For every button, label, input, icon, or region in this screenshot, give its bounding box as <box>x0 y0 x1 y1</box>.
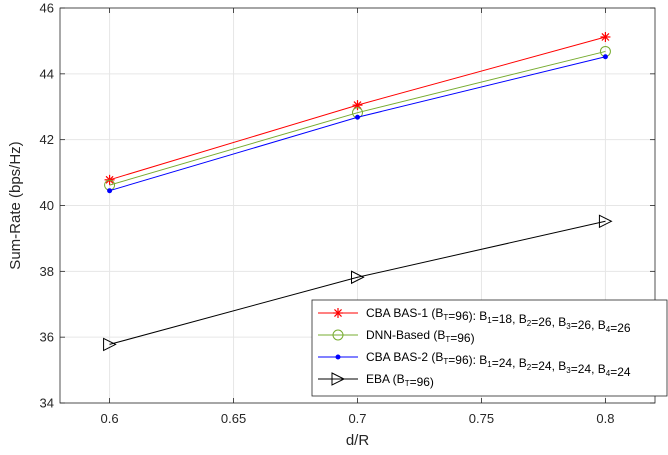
legend-marker <box>332 329 344 341</box>
x-tick-label: 0.65 <box>221 411 246 426</box>
legend-item: DNN-Based (BT=96) <box>318 328 475 345</box>
legend-marker <box>333 308 343 318</box>
legend-item: CBA BAS-2 (BT=96): B1=24, B2=24, B3=24, … <box>318 350 631 379</box>
x-tick-label: 0.8 <box>596 411 614 426</box>
y-axis-label: Sum-Rate (bps/Hz) <box>7 141 24 269</box>
legend-label: CBA BAS-2 (BT=96): B1=24, B2=24, B3=24, … <box>366 350 631 379</box>
series-3 <box>107 54 608 194</box>
data-point <box>600 31 611 42</box>
y-tick-label: 38 <box>40 264 54 279</box>
data-point <box>355 114 360 120</box>
series-group <box>103 31 613 352</box>
y-tick-label: 42 <box>40 132 54 147</box>
data-point <box>352 100 363 111</box>
legend-marker <box>335 354 341 360</box>
legend: CBA BAS-1 (BT=96): B1=18, B2=26, B3=26, … <box>311 299 668 397</box>
y-tick-label: 46 <box>40 1 54 16</box>
legend-box <box>311 299 668 397</box>
data-point <box>602 54 608 60</box>
y-tick-label: 36 <box>40 330 54 345</box>
data-point <box>103 337 117 352</box>
x-axis-label: d/R <box>346 432 370 449</box>
legend-label: DNN-Based (BT=96) <box>366 328 475 345</box>
x-tick-label: 0.7 <box>348 411 366 426</box>
series-line <box>109 220 606 345</box>
legend-label: EBA (BT=96) <box>366 372 434 389</box>
y-tick-label: 34 <box>40 396 54 411</box>
legend-item: EBA (BT=96) <box>318 372 434 389</box>
y-tick-label: 44 <box>40 66 54 81</box>
legend-label: CBA BAS-1 (BT=96): B1=18, B2=26, B3=26, … <box>366 306 631 335</box>
legend-marker <box>331 372 346 386</box>
series-4 <box>103 214 613 352</box>
x-tick-label: 0.6 <box>101 411 119 426</box>
x-tick-label: 0.75 <box>469 411 494 426</box>
y-tick-label: 40 <box>40 198 54 213</box>
data-point <box>351 270 365 285</box>
axis-ticks: 0.6 0.65 0.7 0.75 0.8 34 36 38 40 42 44 46 <box>40 1 655 426</box>
data-point <box>598 214 613 229</box>
data-point <box>107 188 113 194</box>
series-line <box>109 50 606 186</box>
legend-item: CBA BAS-1 (BT=96): B1=18, B2=26, B3=26, … <box>318 306 631 335</box>
